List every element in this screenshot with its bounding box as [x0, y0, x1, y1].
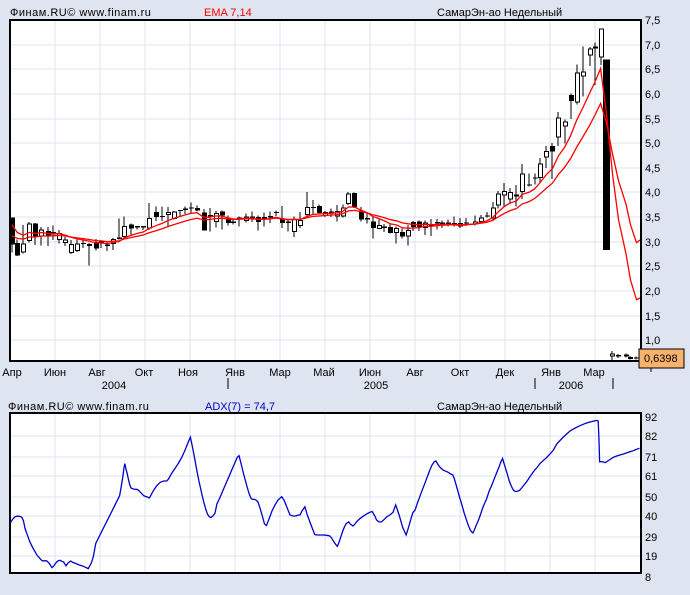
svg-text:29: 29 [645, 532, 657, 544]
svg-text:5,5: 5,5 [645, 114, 660, 126]
svg-text:92: 92 [645, 412, 657, 424]
svg-text:82: 82 [645, 431, 657, 443]
svg-text:5,0: 5,0 [645, 138, 660, 150]
svg-text:2005: 2005 [364, 380, 388, 392]
svg-text:19: 19 [645, 551, 657, 563]
svg-text:2006: 2006 [559, 380, 583, 392]
svg-text:СамарЭн-ао Недельный: СамарЭн-ао Недельный [437, 7, 562, 19]
svg-text:50: 50 [645, 492, 657, 504]
svg-text:2,0: 2,0 [645, 286, 660, 298]
svg-text:71: 71 [645, 452, 657, 464]
svg-text:Авг: Авг [406, 367, 423, 379]
svg-text:Дек: Дек [496, 367, 515, 379]
svg-text:2,5: 2,5 [645, 261, 660, 273]
svg-text:Янв: Янв [541, 367, 561, 379]
svg-text:Финам.RU© www.finam.ru: Финам.RU© www.finam.ru [8, 401, 149, 413]
svg-text:Финам.RU© www.finam.ru: Финам.RU© www.finam.ru [10, 7, 151, 19]
svg-text:4,5: 4,5 [645, 163, 660, 175]
svg-text:Окт: Окт [451, 367, 470, 379]
svg-text:EMA 7,14: EMA 7,14 [204, 7, 252, 19]
svg-text:6,5: 6,5 [645, 64, 660, 76]
svg-text:Мар: Мар [583, 367, 605, 379]
svg-text:40: 40 [645, 511, 657, 523]
svg-text:Янв: Янв [225, 367, 245, 379]
svg-text:1,0: 1,0 [645, 335, 660, 347]
svg-text:Мар: Мар [269, 367, 291, 379]
svg-text:3,5: 3,5 [645, 212, 660, 224]
svg-text:СамарЭн-ао Недельный: СамарЭн-ао Недельный [437, 401, 562, 413]
svg-text:Июн: Июн [359, 367, 381, 379]
svg-text:ADX(7) = 74,7: ADX(7) = 74,7 [205, 401, 275, 413]
svg-text:1,5: 1,5 [645, 311, 660, 323]
svg-text:2004: 2004 [102, 380, 126, 392]
svg-text:7,0: 7,0 [645, 40, 660, 52]
svg-text:7,5: 7,5 [645, 15, 660, 27]
svg-text:Ноя: Ноя [178, 367, 198, 379]
svg-text:61: 61 [645, 471, 657, 483]
svg-text:Апр: Апр [2, 367, 21, 379]
svg-text:0,6398: 0,6398 [644, 353, 678, 365]
svg-text:Май: Май [313, 367, 335, 379]
svg-text:Июн: Июн [44, 367, 66, 379]
svg-text:8: 8 [645, 572, 651, 584]
svg-text:Окт: Окт [135, 367, 154, 379]
svg-text:6,0: 6,0 [645, 89, 660, 101]
svg-text:Авг: Авг [88, 367, 105, 379]
svg-text:4,0: 4,0 [645, 187, 660, 199]
svg-text:3,0: 3,0 [645, 237, 660, 249]
